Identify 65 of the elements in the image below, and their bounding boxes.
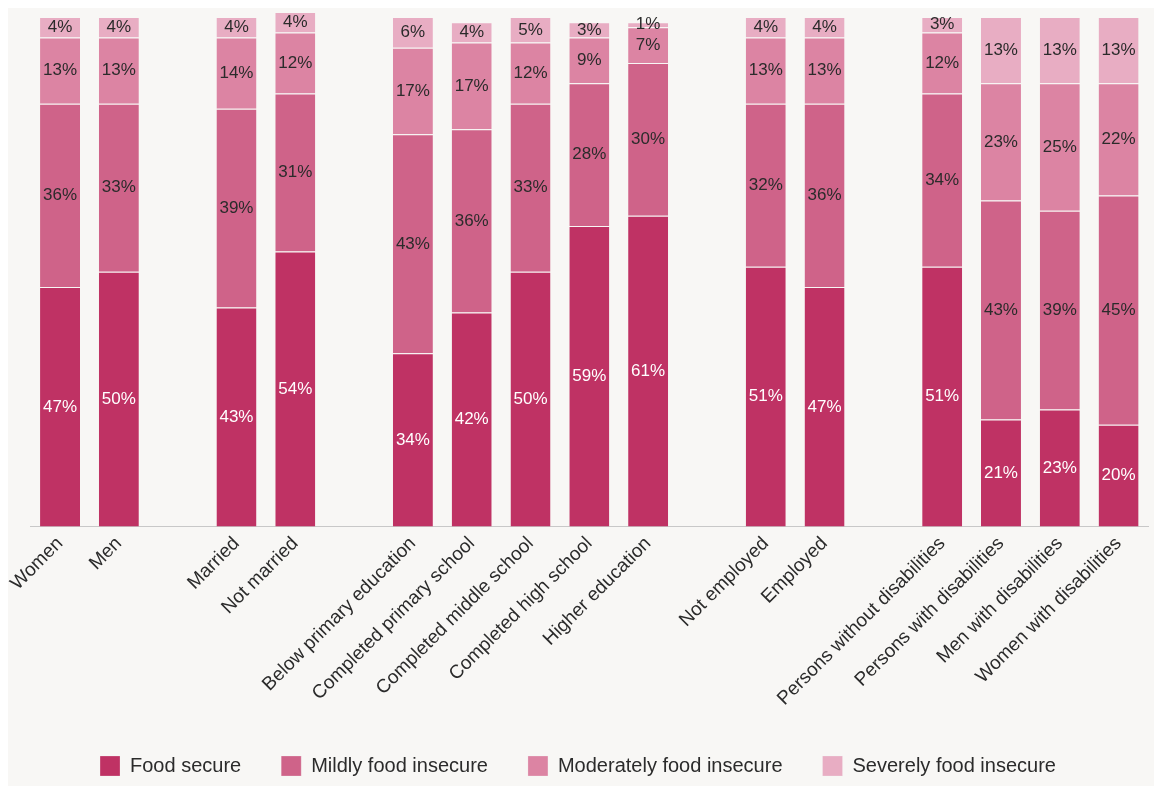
data-label: 13% [1101, 39, 1136, 59]
data-label: 12% [513, 62, 548, 82]
data-label: 4% [224, 16, 249, 36]
legend-label: Mildly food insecure [311, 753, 488, 776]
data-label: 13% [43, 60, 78, 80]
data-label: 23% [983, 131, 1018, 151]
data-label: 43% [219, 406, 254, 426]
data-label: 13% [101, 60, 136, 80]
data-label: 59% [572, 365, 607, 385]
data-label: 28% [572, 144, 607, 164]
data-label: 4% [282, 11, 308, 31]
data-label: 39% [219, 197, 254, 217]
data-label: 34% [395, 429, 430, 449]
data-label: 51% [925, 386, 960, 406]
data-label: 9% [577, 50, 602, 70]
data-label: 13% [983, 39, 1018, 59]
data-label: 32% [748, 174, 783, 194]
legend-label: Moderately food insecure [557, 753, 783, 776]
data-label: 4% [106, 16, 132, 36]
legend-label: Food secure [130, 753, 242, 776]
data-label: 4% [812, 16, 837, 36]
data-label: 12% [278, 52, 313, 72]
data-label: 39% [1042, 299, 1077, 319]
data-label: 5% [518, 19, 543, 39]
data-label: 4% [753, 16, 779, 36]
data-label: 3% [929, 14, 955, 34]
data-label: 50% [101, 388, 136, 408]
data-label: 23% [1042, 457, 1077, 477]
data-label: 50% [513, 388, 548, 408]
data-label: 4% [47, 16, 73, 36]
data-label: 17% [454, 75, 489, 95]
legend-label: Severely food insecure [852, 753, 1056, 776]
data-label: 36% [43, 185, 78, 205]
data-label: 13% [1042, 39, 1077, 59]
data-label: 47% [807, 396, 842, 416]
data-label: 7% [635, 34, 661, 54]
data-label: 25% [1042, 136, 1077, 156]
data-label: 6% [400, 22, 426, 42]
data-label: 22% [1101, 129, 1136, 149]
data-label: 45% [1101, 299, 1136, 319]
data-label: 47% [43, 396, 78, 416]
data-label: 42% [454, 409, 489, 429]
data-label: 36% [807, 185, 842, 205]
data-label: 43% [983, 299, 1018, 319]
data-label: 3% [577, 19, 602, 39]
data-label: 31% [278, 162, 313, 182]
data-label: 43% [395, 233, 430, 253]
data-label: 21% [983, 462, 1018, 482]
x-tick-label: Men [84, 532, 126, 574]
data-label: 4% [459, 22, 484, 42]
data-label: 30% [631, 129, 666, 149]
data-label: 17% [395, 80, 430, 100]
data-label: 13% [748, 60, 783, 80]
data-label: 14% [219, 62, 254, 82]
data-label: 33% [101, 177, 136, 197]
data-label: 13% [807, 60, 842, 80]
data-label: 20% [1101, 465, 1136, 485]
data-label: 61% [631, 360, 666, 380]
data-label: 51% [748, 386, 783, 406]
data-label: 1% [635, 14, 661, 34]
data-label: 36% [454, 210, 489, 230]
data-label: 54% [278, 378, 313, 398]
data-label: 33% [513, 177, 548, 197]
data-label: 12% [925, 52, 960, 72]
data-label: 34% [925, 169, 960, 189]
